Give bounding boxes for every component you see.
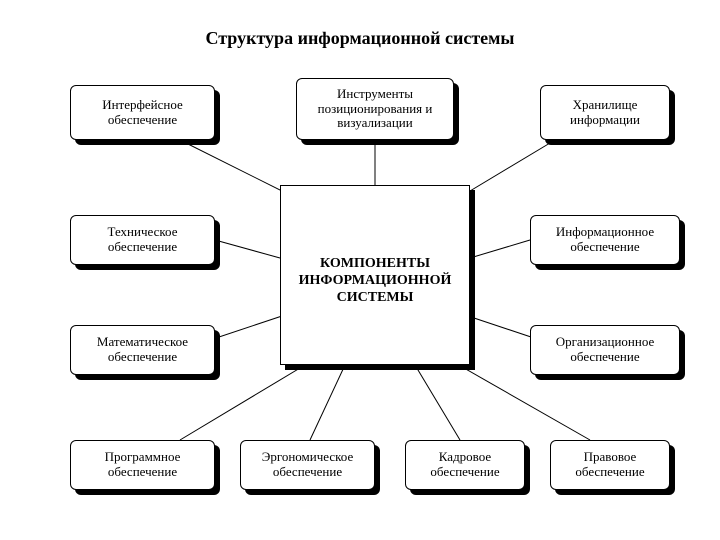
node-info: Информационноеобеспечение (530, 215, 680, 265)
node-technical: Техническоеобеспечение (70, 215, 215, 265)
node-face: Инструментыпозиционирования ивизуализаци… (296, 78, 454, 140)
node-storage: Хранилищеинформации (540, 85, 670, 140)
node-org: Организационноеобеспечение (530, 325, 680, 375)
center-label: КОМПОНЕНТЫИНФОРМАЦИОННОЙСИСТЕМЫ (281, 256, 469, 306)
node-face: Программноеобеспечение (70, 440, 215, 490)
node-face: Математическоеобеспечение (70, 325, 215, 375)
node-math: Математическоеобеспечение (70, 325, 215, 375)
node-interface: Интерфейсноеобеспечение (70, 85, 215, 140)
diagram-title: Структура информационной системы (0, 28, 720, 49)
node-tools: Инструментыпозиционирования ивизуализаци… (296, 78, 454, 140)
node-program: Программноеобеспечение (70, 440, 215, 490)
node-face: Эргономическоеобеспечение (240, 440, 375, 490)
node-face: Информационноеобеспечение (530, 215, 680, 265)
node-face: Организационноеобеспечение (530, 325, 680, 375)
node-legal: Правовоеобеспечение (550, 440, 670, 490)
node-ergo: Эргономическоеобеспечение (240, 440, 375, 490)
node-hr: Кадровоеобеспечение (405, 440, 525, 490)
node-face: Хранилищеинформации (540, 85, 670, 140)
center-face: КОМПОНЕНТЫИНФОРМАЦИОННОЙСИСТЕМЫ (280, 185, 470, 365)
center-box: КОМПОНЕНТЫИНФОРМАЦИОННОЙСИСТЕМЫ (280, 185, 470, 365)
node-face: Интерфейсноеобеспечение (70, 85, 215, 140)
node-face: Кадровоеобеспечение (405, 440, 525, 490)
node-face: Техническоеобеспечение (70, 215, 215, 265)
node-face: Правовоеобеспечение (550, 440, 670, 490)
